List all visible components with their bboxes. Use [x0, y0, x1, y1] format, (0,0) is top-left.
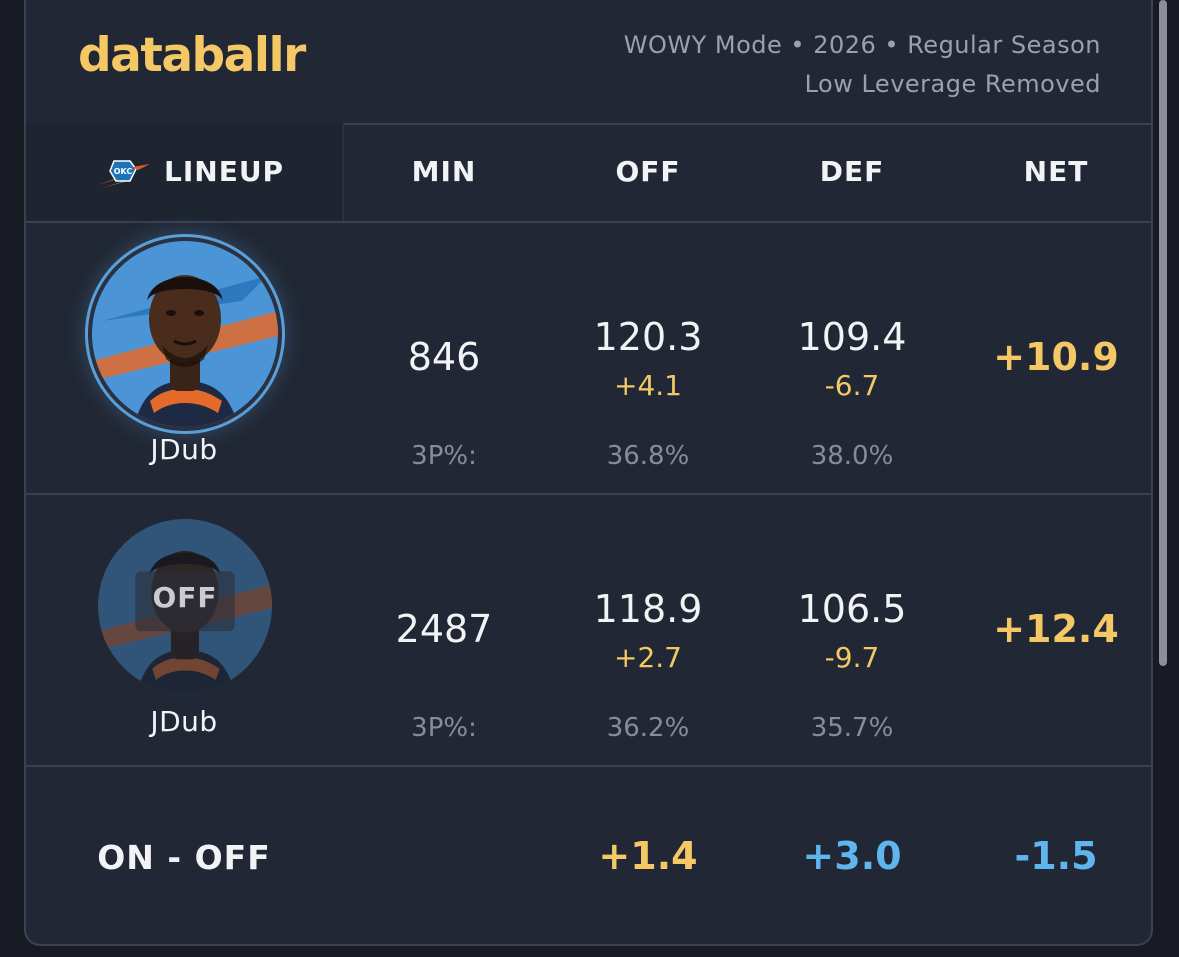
def-three-pct: 38.0%: [810, 441, 894, 471]
def-header[interactable]: DEF: [819, 155, 885, 188]
lineup-header-cell: OKC LINEUP: [26, 123, 344, 221]
player-avatar-off[interactable]: OFF: [98, 519, 272, 693]
player-name[interactable]: JDub: [150, 433, 218, 466]
def-three-pct: 35.7%: [810, 713, 894, 743]
on-off-label: ON - OFF: [97, 838, 271, 877]
three-pct-label: 3P%:: [411, 441, 477, 471]
off-header[interactable]: OFF: [615, 155, 681, 188]
minutes-value: 846: [407, 335, 481, 379]
player-cell: JDub: [26, 223, 342, 495]
okc-thunder-logo-icon: OKC: [98, 160, 150, 188]
row-stats: [342, 223, 1151, 495]
off-three-pct: 36.2%: [606, 713, 690, 743]
lineup-row-on: JDub 846 120.3 +4.1 109.4 -6.7 +10.9 3P%…: [26, 223, 1151, 495]
def-rating-value: 106.5: [797, 587, 907, 631]
player-avatar[interactable]: [92, 241, 278, 427]
off-badge: OFF: [152, 581, 218, 614]
on-off-def-diff: +3.0: [802, 834, 902, 878]
def-rating-delta: -6.7: [824, 369, 880, 402]
filter-mode-season: WOWY Mode • 2026 • Regular Season: [623, 31, 1101, 59]
svg-text:OKC: OKC: [114, 167, 133, 176]
off-rating-delta: +2.7: [614, 641, 682, 674]
on-off-net-diff: -1.5: [1014, 834, 1098, 878]
scrollbar[interactable]: [1159, 0, 1167, 666]
column-headers: OKC LINEUP MIN OFF DEF NET: [26, 123, 1151, 223]
def-rating-value: 109.4: [797, 315, 907, 359]
net-header[interactable]: NET: [1023, 155, 1089, 188]
lineup-header[interactable]: LINEUP: [164, 155, 285, 188]
player-cell: OFF JDub: [26, 495, 342, 767]
def-rating-delta: -9.7: [824, 641, 880, 674]
card-header: databallr WOWY Mode • 2026 • Regular Sea…: [26, 0, 1151, 125]
wowy-card: databallr WOWY Mode • 2026 • Regular Sea…: [24, 0, 1153, 946]
minutes-value: 2487: [395, 607, 493, 651]
net-rating-value: +10.9: [993, 335, 1119, 379]
off-rating-value: 120.3: [593, 315, 703, 359]
filter-summary: WOWY Mode • 2026 • Regular Season Low Le…: [624, 26, 1101, 104]
player-headshot-image: [92, 241, 278, 427]
three-pct-label: 3P%:: [411, 713, 477, 743]
off-rating-delta: +4.1: [614, 369, 682, 402]
row-stats: [342, 495, 1151, 767]
player-headshot-image: [98, 519, 272, 693]
brand-logo[interactable]: databallr: [78, 28, 306, 83]
net-rating-value: +12.4: [993, 607, 1119, 651]
off-rating-value: 118.9: [593, 587, 703, 631]
min-header[interactable]: MIN: [411, 155, 477, 188]
lineup-row-off: OFF JDub 2487 118.9 +2.7 106.5 -9.7 +12.…: [26, 495, 1151, 767]
off-three-pct: 36.8%: [606, 441, 690, 471]
on-off-off-diff: +1.4: [598, 834, 698, 878]
filter-leverage: Low Leverage Removed: [804, 70, 1101, 98]
player-name[interactable]: JDub: [150, 705, 218, 738]
